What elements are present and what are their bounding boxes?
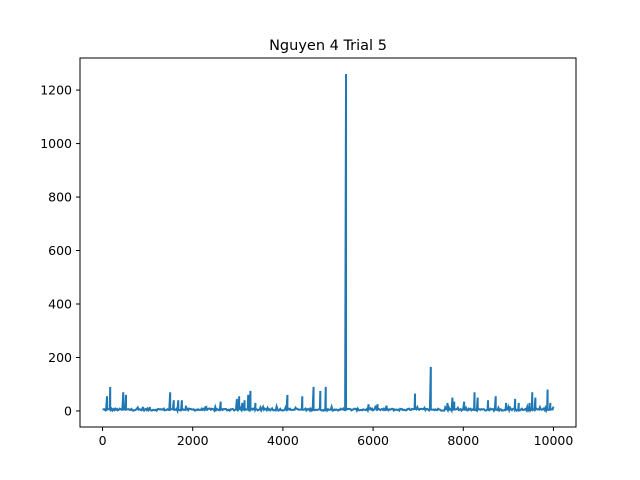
x-tick-label: 8000 (447, 433, 479, 448)
x-tick-label: 4000 (267, 433, 299, 448)
x-tick-label: 10000 (534, 433, 574, 448)
plot-area (102, 74, 555, 415)
y-tick-label: 1000 (40, 136, 72, 151)
x-tick-label: 6000 (357, 433, 389, 448)
axes-frame (79, 57, 577, 428)
y-tick-label: 600 (48, 243, 72, 258)
y-tick-label: 0 (64, 403, 72, 418)
x-tick-label: 0 (99, 433, 107, 448)
y-axis: 0 200 400 600 800 1000 1200 (40, 83, 80, 418)
chart-title: Nguyen 4 Trial 5 (269, 38, 387, 54)
series-line (102, 74, 555, 415)
y-tick-label: 200 (48, 350, 72, 365)
y-tick-label: 400 (48, 297, 72, 312)
x-tick-label: 2000 (177, 433, 209, 448)
y-tick-label: 800 (48, 190, 72, 205)
y-tick-label: 1200 (40, 83, 72, 98)
x-axis: 0 2000 4000 6000 8000 10000 (99, 427, 574, 448)
